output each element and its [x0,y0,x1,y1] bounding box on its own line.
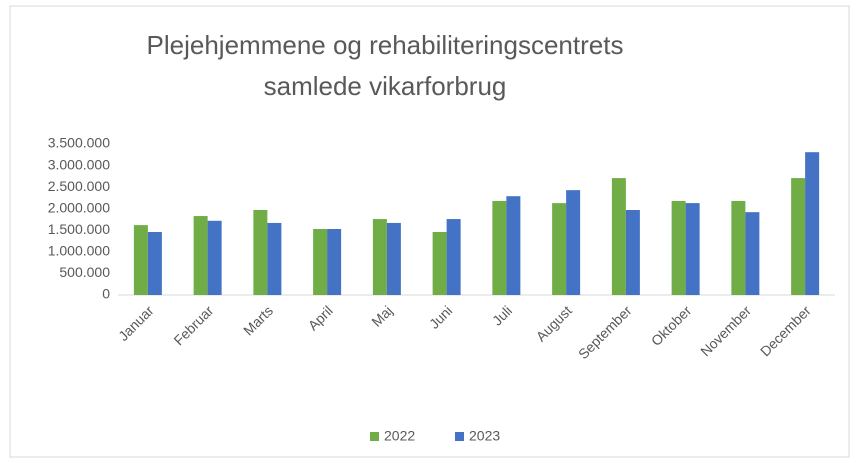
bar [791,178,806,295]
bar [372,219,387,295]
bar [133,225,148,295]
bar [267,222,282,295]
bar [685,203,700,295]
legend-swatch [455,432,464,441]
bar [446,219,461,295]
bar [492,200,507,295]
y-tick-label: 0 [102,286,110,302]
legend-swatch [370,432,379,441]
y-tick-label: 3.500.000 [48,135,110,151]
legend-label: 2022 [384,428,415,444]
legend-label: 2023 [469,428,500,444]
bar [611,178,626,295]
y-tick-label: 2.000.000 [48,199,110,215]
chart-title: samlede vikarforbrug [264,71,507,101]
bar [253,210,268,295]
bar [147,232,162,295]
y-tick-label: 1.500.000 [48,221,110,237]
y-tick-label: 500.000 [59,264,110,280]
bar [566,190,581,295]
y-tick-label: 3.000.000 [48,156,110,172]
bar [207,220,222,295]
bar [625,210,640,295]
bar [386,222,401,295]
bar [805,152,820,295]
bar [313,228,328,295]
bar [193,216,208,295]
bar [327,228,342,295]
bar [671,200,686,295]
bar [432,232,447,295]
chart-frame [9,5,850,458]
bar [506,196,521,295]
bar [745,212,760,295]
bar [552,203,567,295]
y-tick-label: 2.500.000 [48,178,110,194]
chart-title: Plejehjemmene og rehabiliteringscentrets [147,30,624,60]
y-tick-label: 1.000.000 [48,243,110,259]
bar [731,200,746,295]
